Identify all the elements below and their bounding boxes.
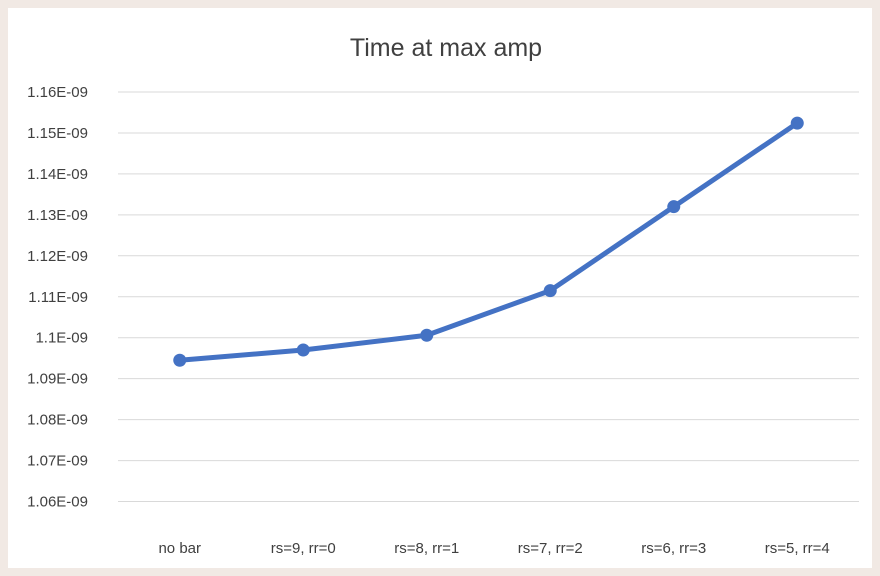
series-layer — [173, 116, 804, 367]
chart-area — [8, 8, 872, 568]
y-axis-tick-label: 1.06E-09 — [27, 494, 88, 511]
y-axis-tick-label: 1.13E-09 — [27, 207, 88, 224]
data-point — [173, 353, 187, 367]
y-axis-tick-label: 1.07E-09 — [27, 453, 88, 470]
y-axis-tick-label: 1.08E-09 — [27, 412, 88, 429]
y-axis-tick-label: 1.14E-09 — [27, 166, 88, 183]
y-axis-tick-label: 1.09E-09 — [27, 371, 88, 388]
data-point — [296, 343, 310, 357]
chart-title: Time at max amp — [350, 34, 542, 62]
data-point — [420, 328, 434, 342]
y-axis-tick-label: 1.12E-09 — [27, 248, 88, 265]
x-axis-tick-label: rs=6, rr=3 — [641, 540, 706, 557]
x-axis-tick-labels: no bar rs=9, rr=0 rs=8, rr=1 rs=7, rr=2 rs=6… — [158, 540, 829, 557]
data-point — [667, 200, 681, 214]
x-axis-tick-label: no bar — [158, 540, 201, 557]
y-axis-tick-labels: 1.06E-09 1.07E-09 1.08E-09 1.09E-09 1.1E-09 1… — [27, 84, 88, 511]
data-point — [543, 284, 557, 298]
x-axis-tick-label: rs=5, rr=4 — [765, 540, 830, 557]
y-axis-tick-label: 1.1E-09 — [35, 330, 88, 347]
y-axis-tick-label: 1.15E-09 — [27, 125, 88, 142]
y-axis-tick-label: 1.11E-09 — [28, 289, 88, 306]
x-axis-tick-label: rs=9, rr=0 — [271, 540, 336, 557]
y-axis-tick-label: 1.16E-09 — [27, 84, 88, 101]
x-axis-tick-label: rs=7, rr=2 — [518, 540, 583, 557]
x-axis-tick-label: rs=8, rr=1 — [394, 540, 459, 557]
gridlines — [118, 91, 859, 503]
series-line — [177, 120, 800, 363]
data-point — [790, 116, 804, 130]
